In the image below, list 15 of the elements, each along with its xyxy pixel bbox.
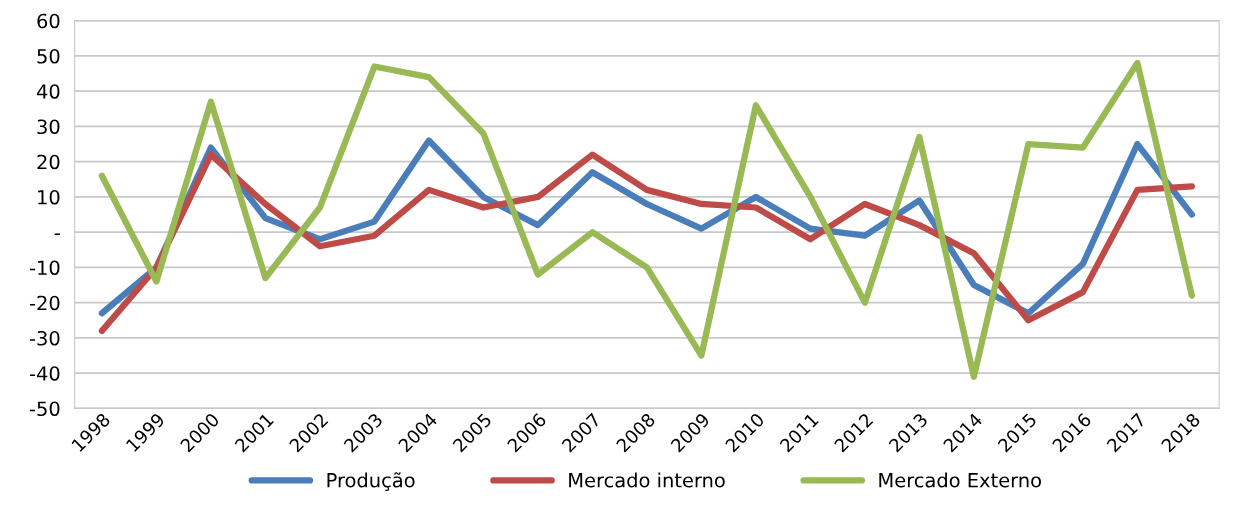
y-tick-label: 50: [37, 48, 60, 64]
legend-label: Mercado interno: [569, 472, 725, 488]
y-tick-label: -40: [29, 366, 60, 381]
y-tick-label: 10: [38, 189, 60, 205]
y-tick-label: -30: [29, 330, 60, 346]
y-tick-label: -20: [29, 295, 60, 311]
y-tick-label: 30: [37, 119, 60, 135]
y-tick-label: 60: [37, 13, 60, 29]
y-tick-label: 40: [36, 84, 60, 99]
legend-label: Produção: [327, 472, 415, 492]
y-tick-label: 20: [37, 154, 60, 170]
y-tick-label: -50: [29, 401, 60, 417]
y-tick-label: -: [54, 233, 60, 236]
legend-label: Mercado Externo: [879, 472, 1041, 488]
y-tick-label: -10: [29, 260, 60, 276]
